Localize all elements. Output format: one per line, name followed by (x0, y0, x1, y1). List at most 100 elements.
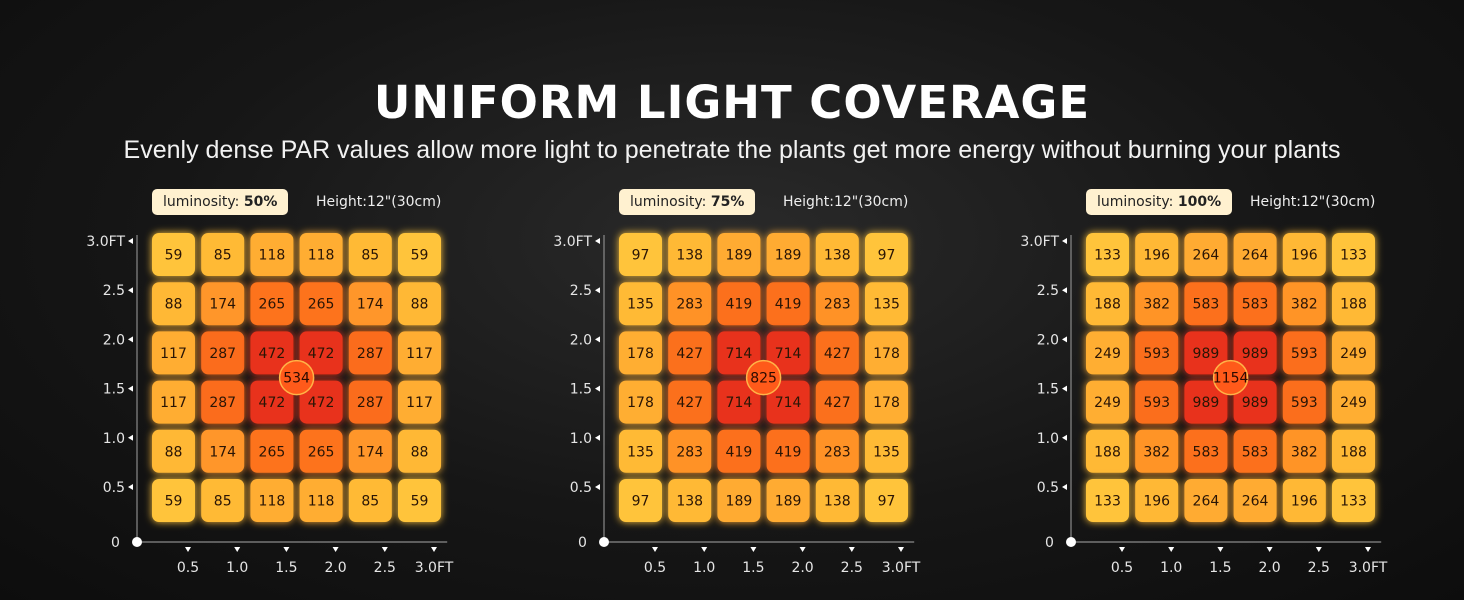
heatmap-cell (201, 331, 245, 375)
cell-value: 264 (1193, 494, 1220, 510)
heatmap-cell (299, 233, 343, 276)
heatmap-cell (1135, 331, 1179, 375)
heatmap-cell (815, 429, 859, 473)
cell-value: 287 (357, 346, 384, 362)
x-tick-marker (898, 547, 904, 552)
heatmap-cell (348, 479, 392, 522)
cell-value: 382 (1291, 297, 1318, 313)
cell-value: 135 (627, 444, 654, 460)
cell-value: 178 (873, 395, 900, 411)
heatmap-cell (250, 479, 294, 522)
heatmap-cell (201, 282, 245, 326)
cell-value: 118 (308, 248, 335, 264)
heatmap-cell (250, 380, 294, 424)
x-tick-label: 1.5 (275, 560, 297, 576)
heatmap-cell (348, 429, 392, 473)
cell-value: 88 (165, 297, 183, 313)
heatmap-cell (815, 331, 859, 375)
y-tick-marker (128, 336, 133, 343)
cell-value: 188 (1340, 297, 1367, 313)
center-value: 534 (283, 371, 310, 387)
heatmap-cell (1282, 479, 1326, 522)
x-tick-label: 3.0FT (415, 560, 454, 576)
cell-value: 714 (726, 346, 753, 362)
y-tick-label: 1.0 (570, 431, 592, 447)
heatmap-cell (152, 429, 195, 473)
x-tick-marker (283, 547, 290, 552)
cell-value: 189 (775, 494, 802, 510)
center-marker (745, 359, 782, 396)
cell-value: 714 (775, 346, 802, 362)
cell-value: 88 (165, 444, 183, 460)
y-tick-marker (1062, 434, 1067, 441)
cell-value: 97 (878, 248, 896, 264)
cell-value: 118 (259, 494, 286, 510)
x-tick-label: 2.5 (374, 560, 396, 576)
heatmap-cell (1332, 429, 1375, 473)
y-tick-label: 1.5 (1037, 382, 1059, 398)
heatmap-cell (815, 233, 859, 276)
heatmap-cell (668, 479, 712, 522)
cell-value: 59 (165, 494, 183, 510)
cell-value: 265 (308, 444, 335, 460)
x-tick-label: 2.5 (841, 560, 863, 576)
cell-value: 714 (775, 395, 802, 411)
heatmap-cell (1135, 380, 1179, 424)
heatmap-cell (717, 233, 761, 276)
heatmap-chart: 0 3.0FT 2.5 2.0 1.5 1.0 0.5 0.5 1.0 1.5 2.0 2.5 3.0F… (86, 233, 454, 576)
heatmap-cell (619, 331, 662, 375)
chart-panel-50: luminosity: 50% Height:12"(30cm) 0 3.0FT 2… (72, 185, 492, 585)
heatmap-cell (717, 380, 761, 424)
luminosity-value: 100% (1177, 194, 1222, 210)
cell-value: 283 (824, 444, 851, 460)
heatmap-cell (1086, 380, 1129, 424)
cell-value: 472 (308, 395, 335, 411)
heatmap-cell (1233, 429, 1277, 473)
y-tick-marker (595, 238, 600, 244)
heatmap-cell (1233, 331, 1277, 375)
cell-value: 85 (214, 494, 232, 510)
x-tick-label: 2.0 (791, 560, 813, 576)
heatmap-cell (1184, 380, 1228, 424)
x-tick-label: 3.0FT (882, 560, 921, 576)
heatmap-cell (619, 380, 662, 424)
cell-value: 472 (259, 395, 286, 411)
heatmap-cell (1184, 282, 1228, 326)
origin-dot (1066, 537, 1076, 547)
cell-value: 178 (627, 346, 654, 362)
cell-value: 989 (1193, 346, 1220, 362)
center-value: 1154 (1213, 371, 1249, 387)
y-tick-marker (128, 484, 133, 490)
cell-value: 189 (775, 248, 802, 264)
height-label: Height:12"(30cm) (1250, 194, 1376, 210)
x-tick-label: 1.5 (1209, 560, 1231, 576)
cell-value: 283 (824, 297, 851, 313)
y-tick-marker (595, 385, 600, 392)
cell-value: 989 (1242, 346, 1269, 362)
heatmap-cell (865, 429, 908, 473)
y-tick-label: 1.0 (1037, 431, 1059, 447)
x-tick-marker (1168, 547, 1175, 552)
cell-value: 138 (824, 248, 851, 264)
center-marker (278, 359, 315, 396)
x-tick-label: 1.5 (742, 560, 764, 576)
heatmap-cell (1233, 233, 1277, 276)
luminosity-badge: luminosity: 50% (152, 189, 289, 215)
heatmap-cell (398, 331, 441, 375)
cell-value: 264 (1193, 248, 1220, 264)
cell-value: 265 (259, 297, 286, 313)
heatmap-cell (152, 233, 195, 276)
cell-value: 88 (411, 297, 429, 313)
cell-value: 135 (873, 297, 900, 313)
y-tick-label: 2.0 (103, 332, 125, 348)
heatmap-cell (619, 233, 662, 276)
x-tick-marker (234, 547, 241, 552)
heatmap-cell (152, 331, 195, 375)
y-tick-label: 2.0 (570, 332, 592, 348)
heatmap-cell (348, 282, 392, 326)
cell-value: 85 (361, 248, 379, 264)
heatmap-cell (152, 380, 195, 424)
heatmap-cell (1086, 429, 1129, 473)
heatmap-cell (1282, 282, 1326, 326)
heatmap-cell (668, 429, 712, 473)
